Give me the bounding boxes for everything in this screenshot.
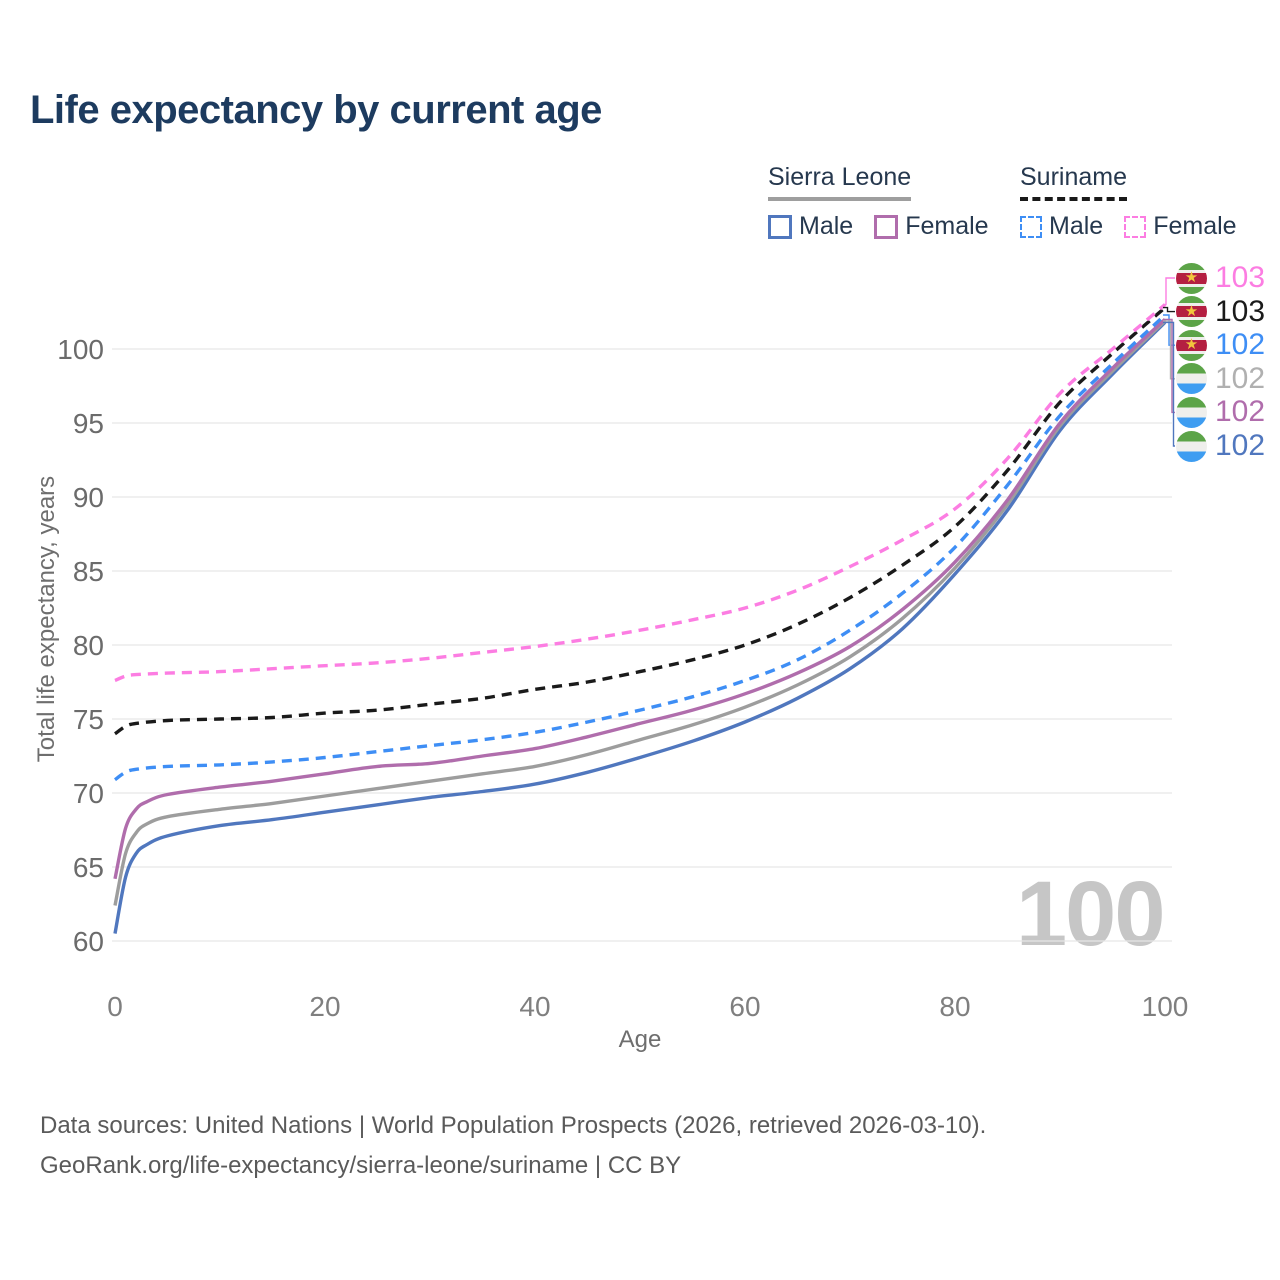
x-axis-title: Age [618,1026,662,1053]
y-tick-label: 80 [73,630,104,661]
end-label-connector-sierra_leone_male [1163,321,1175,447]
legend-country-sierra-leone[interactable]: Sierra Leone [768,163,912,201]
series-line-sierra_leone_female [113,318,1167,880]
x-tick-label: 60 [729,991,760,1022]
y-tick-label: 90 [73,482,104,513]
x-tick-label: 100 [1142,991,1189,1022]
end-label-row-sierra_leone_male: 102 [1176,430,1265,462]
y-axis-title: Total life expectancy, years [33,475,60,763]
legend-item-sierra-leone-male[interactable]: Male [768,212,853,241]
series-line-sierra_leone_total [113,319,1167,906]
suriname-flag-icon: ★ [1176,329,1207,361]
footer-data-sources: Data sources: United Nations | World Pop… [40,1112,987,1139]
star-icon: ★ [1184,336,1199,354]
end-label-row-suriname_female: ★ 103 [1176,262,1265,294]
end-value-sierra_leone_male: 102 [1215,429,1266,462]
dashed-square-swatch-icon [1124,215,1147,238]
y-tick-label: 60 [73,926,104,957]
footer-attribution: GeoRank.org/life-expectancy/sierra-leone… [40,1152,682,1179]
y-tick-label: 70 [73,778,104,809]
end-label-row-sierra_leone_total: 102 [1176,363,1265,395]
x-tick-label: 80 [939,991,970,1022]
y-tick-label: 85 [73,556,104,587]
legend-item-suriname-female[interactable]: Female [1124,212,1237,241]
end-value-suriname_total: 103 [1215,294,1266,328]
end-label-row-suriname_total: ★ 103 [1176,296,1265,328]
series-line-suriname_male [113,313,1167,782]
current-age-indicator: 100 [1016,863,1165,965]
sierra-leone-flag-icon [1176,363,1207,395]
end-label-row-sierra_leone_female: 102 [1176,396,1265,428]
page-title: Life expectancy by current age [30,88,602,132]
end-value-sierra_leone_female: 102 [1215,395,1266,429]
series-line-sierra_leone_male [113,321,1167,934]
legend-label-male: Male [1049,212,1104,240]
legend-group-sierra-leone: Sierra Leone Male Female [768,163,989,241]
legend-item-suriname-male[interactable]: Male [1020,212,1103,241]
x-tick-label: 20 [309,991,340,1022]
end-value-sierra_leone_total: 102 [1215,361,1266,395]
y-tick-label: 65 [73,852,104,883]
end-label-connector-suriname_total [1163,306,1175,313]
footer: Data sources: United Nations | World Pop… [40,1106,986,1186]
solid-square-swatch-icon [874,214,899,239]
suriname-flag-icon: ★ [1176,296,1207,328]
legend-country-suriname[interactable]: Suriname [1020,163,1127,201]
dashed-square-swatch-icon [1020,215,1042,238]
legend-group-suriname: Suriname Male Female [1020,163,1237,241]
x-tick-label: 0 [107,991,123,1022]
legend-label-male: Male [799,212,854,240]
suriname-flag-icon: ★ [1176,262,1207,294]
series-line-suriname_female [114,303,1167,683]
end-label-connector-suriname_female [1163,277,1175,306]
legend-label-female: Female [1153,212,1237,240]
sierra-leone-flag-icon [1176,396,1207,428]
y-tick-label: 100 [57,334,104,365]
x-tick-label: 40 [519,991,550,1022]
end-label-connector-sierra_leone_total [1163,320,1175,380]
y-tick-label: 75 [73,704,104,735]
end-value-suriname_male: 102 [1215,328,1266,362]
series-line-suriname_total [114,306,1167,736]
star-icon: ★ [1184,302,1199,320]
end-value-suriname_female: 103 [1215,261,1266,294]
legend-label-female: Female [905,212,989,240]
solid-square-swatch-icon [768,214,792,239]
sierra-leone-flag-icon [1176,430,1207,462]
legend-item-sierra-leone-female[interactable]: Female [874,212,989,241]
star-icon: ★ [1184,269,1199,287]
end-label-row-suriname_male: ★ 102 [1176,329,1265,361]
y-tick-label: 95 [73,408,104,439]
